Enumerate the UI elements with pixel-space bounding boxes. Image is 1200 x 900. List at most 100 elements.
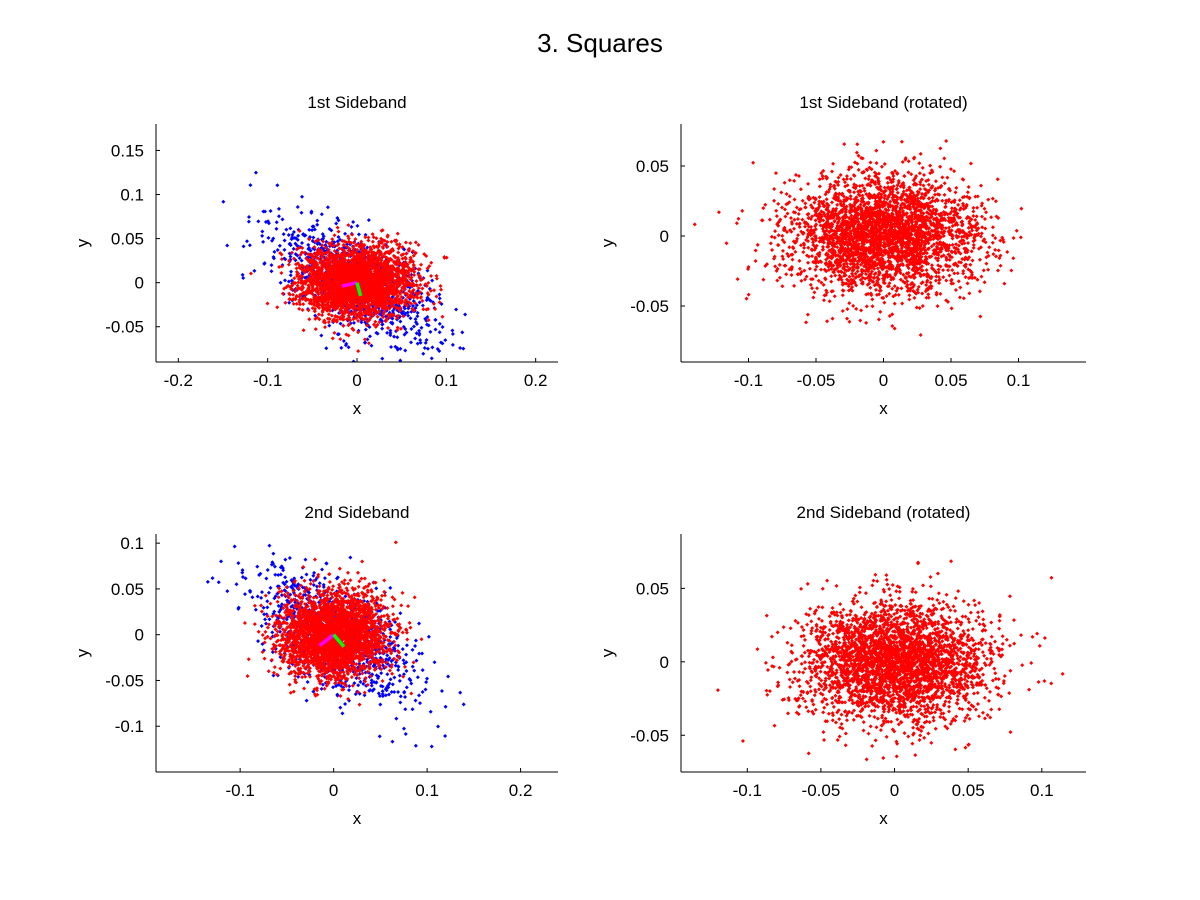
data-point [299, 263, 304, 268]
data-point [338, 275, 343, 280]
data-point [746, 292, 751, 297]
data-point [330, 336, 335, 341]
data-point [316, 238, 321, 243]
data-point [366, 304, 371, 309]
data-point [324, 257, 329, 262]
data-point [352, 271, 357, 276]
data-point [332, 330, 337, 335]
data-point [322, 263, 327, 268]
data-point [300, 308, 305, 313]
data-point [359, 244, 364, 249]
data-point [328, 243, 333, 248]
data-point [386, 326, 391, 331]
data-point [314, 253, 319, 258]
data-point [942, 181, 947, 186]
data-point [330, 272, 335, 277]
data-point [841, 177, 846, 182]
data-point [351, 359, 356, 362]
data-point [325, 205, 330, 210]
data-point [724, 241, 729, 246]
data-point [248, 271, 253, 276]
data-point [319, 289, 324, 294]
data-point [346, 248, 351, 253]
scatter-points [221, 170, 468, 371]
data-point [809, 224, 814, 229]
data-point [319, 333, 324, 338]
data-point [921, 195, 926, 200]
data-point [343, 231, 348, 236]
data-point [297, 229, 302, 234]
data-point [360, 300, 365, 305]
data-point [344, 332, 349, 337]
data-point [286, 262, 291, 267]
data-point [343, 275, 348, 280]
data-point [350, 302, 355, 307]
data-point [426, 323, 431, 328]
data-point [346, 258, 351, 263]
data-point [323, 286, 328, 291]
data-point [361, 294, 366, 299]
data-point [378, 250, 383, 255]
data-point [339, 345, 344, 350]
data-point [330, 275, 335, 280]
data-point [308, 298, 313, 303]
data-point [348, 267, 353, 272]
data-point [811, 295, 816, 300]
data-point [290, 282, 295, 287]
data-point [326, 241, 331, 246]
data-point [368, 245, 373, 250]
data-point [374, 255, 379, 260]
data-point [403, 348, 408, 353]
data-point [322, 318, 327, 323]
data-point [329, 313, 334, 318]
data-point [427, 264, 432, 269]
data-point [288, 241, 293, 246]
data-point [990, 240, 995, 245]
data-point [291, 301, 296, 306]
data-point [918, 196, 923, 201]
data-point [450, 332, 455, 337]
data-point [332, 248, 337, 253]
data-point [982, 237, 987, 242]
data-point [407, 367, 411, 371]
data-point [383, 307, 388, 312]
data-point [246, 214, 251, 219]
data-point [246, 219, 251, 224]
data-point [339, 304, 344, 309]
data-point [972, 275, 977, 280]
data-point [398, 291, 403, 296]
data-point [316, 312, 321, 317]
data-point [358, 315, 363, 320]
data-point [383, 303, 388, 308]
data-point [351, 320, 356, 325]
data-point [335, 262, 340, 267]
data-point [366, 253, 371, 258]
data-point [309, 288, 314, 293]
data-point [383, 296, 388, 301]
data-point [403, 326, 408, 331]
data-point [268, 208, 273, 213]
data-point [917, 306, 922, 311]
data-point [369, 291, 374, 296]
data-point [350, 326, 355, 331]
data-point [780, 284, 785, 289]
data-point [262, 261, 267, 266]
data-point [844, 174, 849, 179]
data-point [332, 296, 337, 301]
data-point [313, 239, 318, 244]
data-point [306, 252, 311, 257]
subplot-title: 1st Sideband [307, 93, 406, 112]
data-point [429, 260, 434, 265]
data-point [366, 218, 371, 223]
data-point [369, 343, 374, 348]
data-point [350, 275, 355, 280]
data-point [434, 273, 439, 278]
data-point [346, 223, 351, 228]
data-point [416, 291, 421, 296]
data-point [383, 279, 388, 284]
data-point [398, 319, 403, 324]
data-point [388, 267, 393, 272]
data-point [385, 233, 390, 238]
data-point [909, 172, 914, 177]
